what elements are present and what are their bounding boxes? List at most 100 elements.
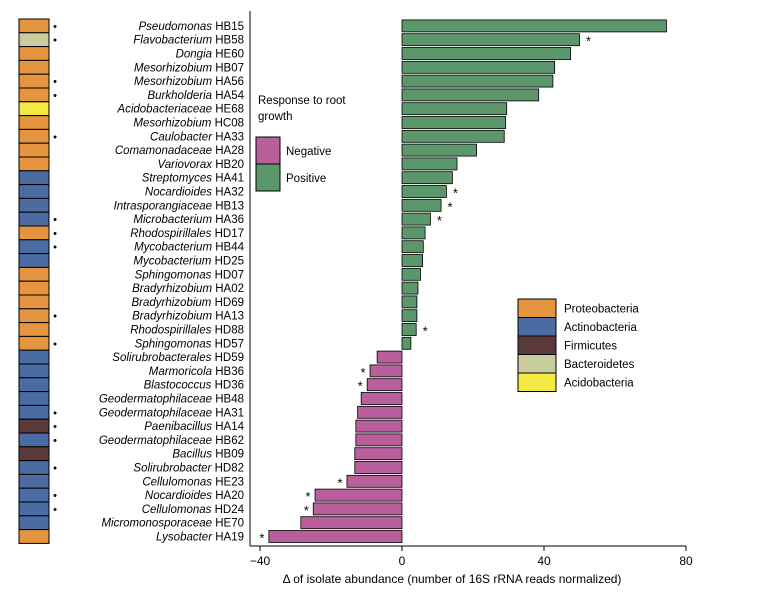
- phylum-cell: [18, 87, 50, 103]
- bar: [401, 336, 412, 350]
- phylum-cell: [18, 101, 50, 117]
- bar: [401, 226, 426, 240]
- bar: [401, 295, 418, 309]
- isolate-label: Solirubrobacterales HD59: [112, 352, 244, 364]
- dot-marker: •: [53, 76, 57, 88]
- bars: [268, 19, 667, 543]
- phylum-cell: [18, 460, 50, 475]
- phylum-legend-label: Firmicutes: [564, 341, 617, 353]
- isolate-label: Flavobacterium HB58: [133, 35, 244, 47]
- phylum-cell: [18, 73, 50, 89]
- star-marker: *: [437, 213, 442, 228]
- bar: [369, 364, 403, 378]
- phylum-cell: [18, 170, 50, 186]
- phylum-cell: [18, 280, 50, 296]
- phylum-cell: [18, 128, 50, 144]
- dot-marker: •: [53, 90, 57, 102]
- phylum-legend-swatch: [517, 354, 557, 374]
- x-tick-label: 80: [679, 554, 693, 568]
- bar: [401, 185, 447, 198]
- phylum-legend-label: Acidobacteria: [564, 378, 634, 390]
- phylum-cell: [18, 515, 50, 531]
- phylum-cell: [18, 142, 50, 158]
- isolate-label: Intrasporangiaceae HB13: [114, 200, 244, 212]
- phylum-cell: [18, 211, 50, 227]
- bar: [401, 157, 458, 171]
- bar: [401, 19, 667, 33]
- isolate-label: Bradyrhizobium HA02: [132, 283, 244, 295]
- bar: [401, 116, 507, 129]
- negative-label: Negative: [286, 146, 331, 158]
- isolate-label: Comamonadaceae HA28: [115, 145, 244, 157]
- bar: [401, 143, 477, 157]
- isolate-label: Caulobacter HA33: [150, 131, 244, 143]
- isolate-label: Rhodospirillales HD17: [130, 228, 244, 240]
- isolate-label: Geodermatophilaceae HB48: [99, 394, 244, 406]
- star-marker: *: [586, 34, 591, 49]
- bar: [401, 198, 442, 212]
- dot-marker: •: [53, 228, 57, 240]
- phylum-cell: [18, 322, 50, 337]
- isolate-label: Acidobacteriaceae HE68: [116, 104, 244, 116]
- bar: [401, 88, 540, 102]
- bar: [360, 392, 403, 405]
- star-marker: *: [259, 531, 264, 546]
- x-tick-label: 0: [399, 554, 406, 568]
- isolate-label: Cellulomonas HD24: [142, 504, 245, 516]
- phylum-cell: [18, 32, 50, 48]
- bar: [355, 419, 403, 433]
- isolate-label: Micromonosporaceae HE70: [101, 518, 244, 530]
- bar: [401, 171, 453, 185]
- dot-marker: •: [53, 214, 57, 226]
- x-ticks: −40 0 40 80: [250, 546, 693, 568]
- phylum-cell: [18, 184, 50, 199]
- isolate-label: Pseudomonas HB15: [139, 21, 245, 33]
- phylum-legend-swatch: [517, 335, 557, 355]
- axes: −40 0 40 80 Δ of isolate abundance (number …: [249, 11, 693, 586]
- isolate-label: Sphingomonas HD57: [135, 338, 244, 350]
- phylum-cell: [18, 253, 50, 268]
- phylum-cell: [18, 446, 50, 462]
- phylum-legend-swatch: [517, 372, 557, 392]
- dot-marker: •: [53, 490, 57, 502]
- isolate-label: Sphingomonas HD07: [135, 269, 244, 281]
- positive-swatch: [255, 163, 281, 192]
- response-legend: Response to root growth Negative Positiv…: [255, 95, 346, 192]
- isolate-label: Nocardioides HA32: [145, 187, 244, 199]
- phylum-legend-swatch: [517, 317, 557, 337]
- bar: [366, 378, 403, 392]
- response-legend-title-line1: Response to root: [258, 95, 346, 107]
- phylum-cell: [18, 418, 50, 434]
- isolate-label: Lysobacter HA19: [156, 532, 244, 544]
- phylum-cell: [18, 59, 50, 75]
- isolate-label: Mesorhizobium HA56: [134, 76, 244, 88]
- isolate-label: Dongia HE60: [176, 49, 244, 61]
- isolate-label: Bradyrhizobium HA13: [132, 311, 244, 323]
- star-marker: *: [305, 489, 310, 504]
- bar: [357, 405, 403, 419]
- phylum-cell: [18, 349, 50, 365]
- phylum-cell: [18, 391, 50, 406]
- phylum-cell: [18, 335, 50, 351]
- isolate-label: Geodermatophilaceae HA31: [99, 407, 244, 419]
- isolate-label: Variovorax HB20: [157, 159, 244, 171]
- isolate-label: Paenibacillus HA14: [144, 421, 244, 433]
- bar: [401, 47, 572, 60]
- phylum-cell: [18, 294, 50, 310]
- isolate-label: Mycobacterium HB44: [134, 242, 245, 254]
- bar: [354, 447, 403, 461]
- phylum-legend: Proteobacteria Actinobacteria Firmicutes Ba…: [517, 298, 639, 392]
- isolate-label: Microbacterium HA36: [133, 214, 244, 226]
- star-marker: *: [304, 503, 309, 518]
- phylum-cell: [18, 46, 50, 61]
- phylum-legend-swatch: [517, 298, 557, 318]
- response-legend-title-line2: growth: [258, 111, 293, 123]
- isolate-label: Geodermatophilaceae HB62: [99, 435, 244, 447]
- dot-marker: •: [53, 21, 57, 33]
- bar: [401, 60, 556, 74]
- bar: [401, 129, 505, 143]
- isolate-label: Cellulomonas HE23: [142, 476, 244, 488]
- dot-marker: •: [53, 421, 57, 433]
- isolate-label: Mycobacterium HD25: [133, 256, 244, 268]
